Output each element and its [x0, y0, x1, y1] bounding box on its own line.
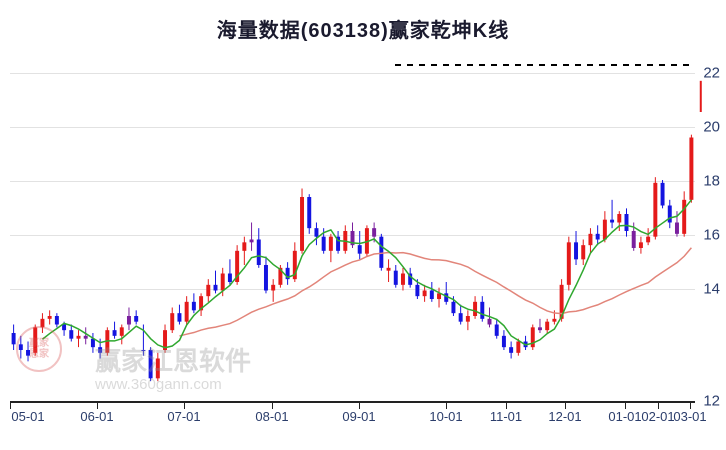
x-axis-label: 09-01 — [342, 409, 375, 424]
x-axis-label: 11-01 — [490, 409, 522, 424]
x-axis-label: 08-01 — [255, 409, 288, 424]
x-axis-label: 05-01 — [11, 409, 44, 424]
x-axis-label: 02-01 — [641, 409, 674, 424]
x-axis-label: 07-01 — [167, 409, 200, 424]
x-axis-label: 03-01 — [673, 409, 706, 424]
page-title: 海量数据(603138)赢家乾坤K线 — [0, 0, 726, 43]
x-axis-label: 06-01 — [80, 409, 113, 424]
candlestick-svg — [0, 51, 726, 411]
x-axis-label: 10-01 — [429, 409, 462, 424]
x-axis-label: 12-01 — [548, 409, 581, 424]
plot-area: 22 20 18 16 14 12 05-01 06-01 07-01 08-0… — [0, 51, 726, 411]
x-axis-label: 01-01 — [608, 409, 641, 424]
